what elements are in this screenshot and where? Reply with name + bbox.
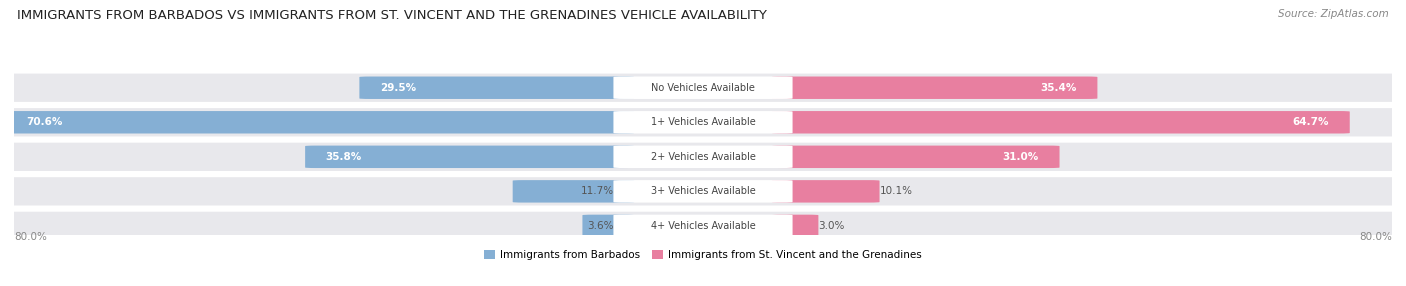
Text: 80.0%: 80.0% [14, 232, 46, 242]
FancyBboxPatch shape [772, 180, 880, 202]
Text: 10.1%: 10.1% [880, 186, 912, 196]
FancyBboxPatch shape [0, 108, 1406, 136]
Text: 2+ Vehicles Available: 2+ Vehicles Available [651, 152, 755, 162]
FancyBboxPatch shape [360, 77, 634, 99]
Legend: Immigrants from Barbados, Immigrants from St. Vincent and the Grenadines: Immigrants from Barbados, Immigrants fro… [479, 246, 927, 264]
Text: 64.7%: 64.7% [1292, 117, 1329, 127]
Text: 80.0%: 80.0% [1360, 232, 1392, 242]
Text: 3+ Vehicles Available: 3+ Vehicles Available [651, 186, 755, 196]
Text: 70.6%: 70.6% [27, 117, 62, 127]
Text: 4+ Vehicles Available: 4+ Vehicles Available [651, 221, 755, 231]
FancyBboxPatch shape [613, 111, 793, 134]
FancyBboxPatch shape [0, 177, 1406, 206]
FancyBboxPatch shape [613, 215, 793, 237]
FancyBboxPatch shape [0, 74, 1406, 102]
Text: 35.4%: 35.4% [1040, 83, 1077, 93]
Text: 11.7%: 11.7% [581, 186, 613, 196]
FancyBboxPatch shape [772, 215, 818, 237]
FancyBboxPatch shape [0, 143, 1406, 171]
FancyBboxPatch shape [582, 215, 634, 237]
FancyBboxPatch shape [613, 77, 793, 99]
FancyBboxPatch shape [772, 111, 1350, 134]
Text: Source: ZipAtlas.com: Source: ZipAtlas.com [1278, 9, 1389, 19]
Text: 1+ Vehicles Available: 1+ Vehicles Available [651, 117, 755, 127]
Text: 3.6%: 3.6% [586, 221, 613, 231]
Text: No Vehicles Available: No Vehicles Available [651, 83, 755, 93]
Text: 31.0%: 31.0% [1002, 152, 1039, 162]
FancyBboxPatch shape [772, 77, 1098, 99]
FancyBboxPatch shape [6, 111, 634, 134]
FancyBboxPatch shape [0, 212, 1406, 240]
FancyBboxPatch shape [613, 180, 793, 202]
FancyBboxPatch shape [613, 146, 793, 168]
FancyBboxPatch shape [772, 146, 1060, 168]
FancyBboxPatch shape [305, 146, 634, 168]
Text: 35.8%: 35.8% [326, 152, 363, 162]
FancyBboxPatch shape [513, 180, 634, 202]
Text: 3.0%: 3.0% [818, 221, 845, 231]
Text: 29.5%: 29.5% [380, 83, 416, 93]
Text: IMMIGRANTS FROM BARBADOS VS IMMIGRANTS FROM ST. VINCENT AND THE GRENADINES VEHIC: IMMIGRANTS FROM BARBADOS VS IMMIGRANTS F… [17, 9, 766, 21]
